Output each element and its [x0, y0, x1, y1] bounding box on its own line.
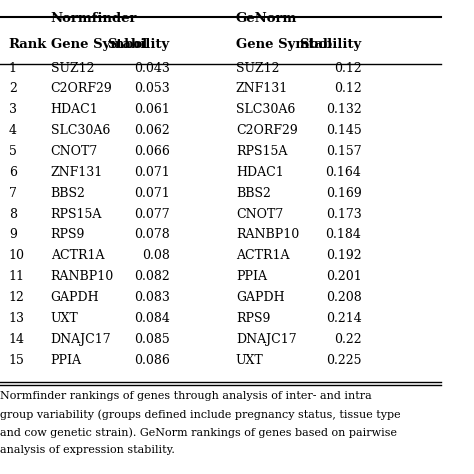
Text: HDAC1: HDAC1 — [236, 166, 283, 179]
Text: 0.164: 0.164 — [326, 166, 361, 179]
Text: 0.201: 0.201 — [326, 270, 361, 283]
Text: RANBP10: RANBP10 — [51, 270, 114, 283]
Text: 0.157: 0.157 — [326, 145, 361, 158]
Text: 0.145: 0.145 — [326, 124, 361, 137]
Text: 9: 9 — [9, 228, 17, 241]
Text: 2: 2 — [9, 82, 17, 95]
Text: 0.08: 0.08 — [142, 249, 170, 262]
Text: SUZ12: SUZ12 — [51, 62, 94, 74]
Text: ZNF131: ZNF131 — [236, 82, 288, 95]
Text: group variability (groups defined include pregnancy status, tissue type: group variability (groups defined includ… — [0, 409, 401, 419]
Text: 0.084: 0.084 — [134, 312, 170, 325]
Text: 0.053: 0.053 — [134, 82, 170, 95]
Text: ACTR1A: ACTR1A — [51, 249, 104, 262]
Text: 0.078: 0.078 — [134, 228, 170, 241]
Text: 0.184: 0.184 — [326, 228, 361, 241]
Text: ACTR1A: ACTR1A — [236, 249, 289, 262]
Text: SLC30A6: SLC30A6 — [51, 124, 110, 137]
Text: ZNF131: ZNF131 — [51, 166, 103, 179]
Text: 13: 13 — [9, 312, 25, 325]
Text: 0.062: 0.062 — [134, 124, 170, 137]
Text: Stability: Stability — [299, 38, 361, 51]
Text: Gene Symbol: Gene Symbol — [51, 38, 147, 51]
Text: 12: 12 — [9, 291, 25, 304]
Text: 0.061: 0.061 — [134, 103, 170, 116]
Text: SLC30A6: SLC30A6 — [236, 103, 295, 116]
Text: UXT: UXT — [236, 354, 264, 366]
Text: 0.12: 0.12 — [334, 82, 361, 95]
Text: Normfinder rankings of genes through analysis of inter- and intra: Normfinder rankings of genes through ana… — [0, 391, 372, 401]
Text: 0.071: 0.071 — [134, 187, 170, 200]
Text: 0.173: 0.173 — [326, 208, 361, 220]
Text: C2ORF29: C2ORF29 — [236, 124, 298, 137]
Text: RPS9: RPS9 — [236, 312, 270, 325]
Text: 7: 7 — [9, 187, 17, 200]
Text: GAPDH: GAPDH — [51, 291, 100, 304]
Text: 0.208: 0.208 — [326, 291, 361, 304]
Text: BBS2: BBS2 — [51, 187, 86, 200]
Text: and cow genetic strain). GeNorm rankings of genes based on pairwise: and cow genetic strain). GeNorm rankings… — [0, 427, 397, 438]
Text: 14: 14 — [9, 333, 25, 346]
Text: PPIA: PPIA — [236, 270, 267, 283]
Text: Normfinder: Normfinder — [51, 12, 137, 25]
Text: 0.132: 0.132 — [326, 103, 361, 116]
Text: 10: 10 — [9, 249, 25, 262]
Text: Rank: Rank — [9, 38, 47, 51]
Text: 0.083: 0.083 — [134, 291, 170, 304]
Text: GeNorm: GeNorm — [236, 12, 297, 25]
Text: BBS2: BBS2 — [236, 187, 271, 200]
Text: RANBP10: RANBP10 — [236, 228, 299, 241]
Text: RPS9: RPS9 — [51, 228, 85, 241]
Text: 0.22: 0.22 — [334, 333, 361, 346]
Text: 0.082: 0.082 — [134, 270, 170, 283]
Text: 6: 6 — [9, 166, 17, 179]
Text: CNOT7: CNOT7 — [51, 145, 98, 158]
Text: DNAJC17: DNAJC17 — [51, 333, 111, 346]
Text: 0.214: 0.214 — [326, 312, 361, 325]
Text: PPIA: PPIA — [51, 354, 82, 366]
Text: 0.085: 0.085 — [134, 333, 170, 346]
Text: 11: 11 — [9, 270, 25, 283]
Text: GAPDH: GAPDH — [236, 291, 284, 304]
Text: 8: 8 — [9, 208, 17, 220]
Text: 0.12: 0.12 — [334, 62, 361, 74]
Text: RPS15A: RPS15A — [236, 145, 287, 158]
Text: DNAJC17: DNAJC17 — [236, 333, 296, 346]
Text: 15: 15 — [9, 354, 25, 366]
Text: HDAC1: HDAC1 — [51, 103, 99, 116]
Text: Stability: Stability — [108, 38, 170, 51]
Text: 0.043: 0.043 — [134, 62, 170, 74]
Text: 0.066: 0.066 — [134, 145, 170, 158]
Text: 1: 1 — [9, 62, 17, 74]
Text: 0.086: 0.086 — [134, 354, 170, 366]
Text: UXT: UXT — [51, 312, 78, 325]
Text: 0.169: 0.169 — [326, 187, 361, 200]
Text: 0.192: 0.192 — [326, 249, 361, 262]
Text: 0.071: 0.071 — [134, 166, 170, 179]
Text: 4: 4 — [9, 124, 17, 137]
Text: RPS15A: RPS15A — [51, 208, 102, 220]
Text: 0.225: 0.225 — [326, 354, 361, 366]
Text: 5: 5 — [9, 145, 17, 158]
Text: CNOT7: CNOT7 — [236, 208, 283, 220]
Text: 3: 3 — [9, 103, 17, 116]
Text: 0.077: 0.077 — [134, 208, 170, 220]
Text: C2ORF29: C2ORF29 — [51, 82, 112, 95]
Text: Gene Symbol: Gene Symbol — [236, 38, 332, 51]
Text: analysis of expression stability.: analysis of expression stability. — [0, 445, 175, 455]
Text: SUZ12: SUZ12 — [236, 62, 279, 74]
